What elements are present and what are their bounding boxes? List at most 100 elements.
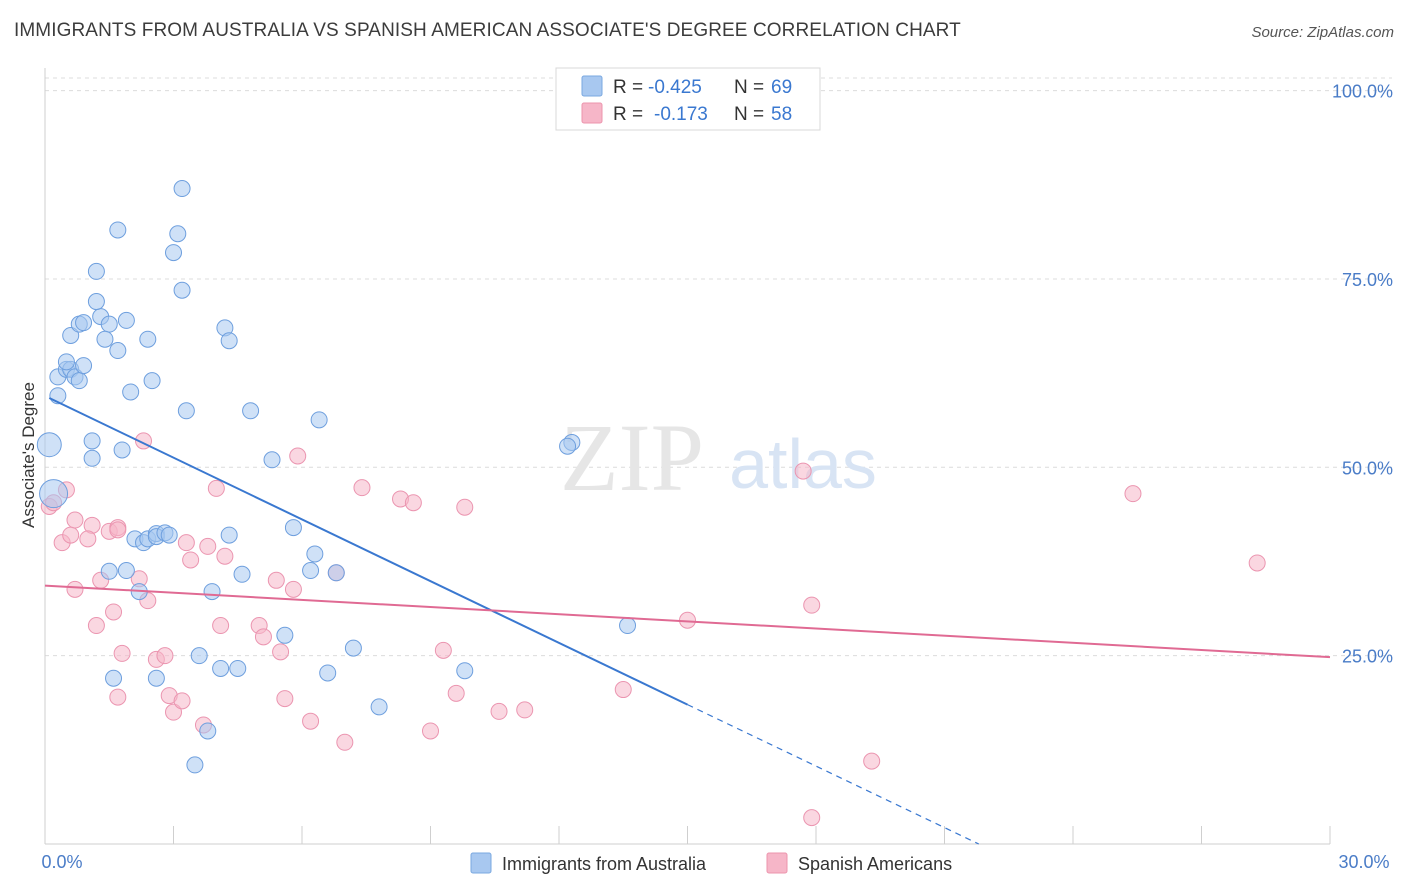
y-tick-labels: 100.0% 75.0% 50.0% 25.0% <box>1332 82 1393 667</box>
blue-point <box>186 756 204 774</box>
pink-point <box>156 647 174 665</box>
pink-trend-line <box>44 584 1331 659</box>
pink-point <box>87 617 105 635</box>
pink-point <box>276 690 294 708</box>
pink-point <box>404 494 422 512</box>
blue-point <box>173 281 191 299</box>
pink-point <box>199 537 217 555</box>
legend-swatch-spanish <box>766 852 788 874</box>
chart-title: IMMIGRANTS FROM AUSTRALIA VS SPANISH AME… <box>14 20 961 41</box>
blue-point <box>344 639 362 657</box>
pink-point <box>1124 485 1142 503</box>
blue-point <box>117 562 135 580</box>
blue-point <box>190 647 208 665</box>
legend-label-spanish: Spanish Americans <box>798 854 952 874</box>
pink-r-value: -0.173 <box>654 104 708 125</box>
blue-r-value: -0.425 <box>648 77 702 98</box>
blue-point <box>70 372 88 390</box>
pink-point <box>336 733 354 751</box>
blue-point <box>109 221 127 239</box>
blue-point <box>39 479 69 509</box>
pink-point <box>289 447 307 465</box>
blue-point <box>147 669 165 687</box>
pink-point <box>794 462 812 480</box>
pink-point <box>803 809 821 827</box>
blue-series-points <box>36 180 637 774</box>
watermark: ZIP atlas <box>560 404 877 511</box>
pink-point <box>434 641 452 659</box>
blue-point <box>220 526 238 544</box>
y-axis-label: Associate's Degree <box>19 382 38 528</box>
pink-n-value: 58 <box>771 104 792 125</box>
blue-point <box>276 626 294 644</box>
blue-point <box>327 564 345 582</box>
pink-point <box>614 681 632 699</box>
pink-point <box>353 479 371 497</box>
blue-r-label: R = <box>613 77 643 98</box>
blue-point <box>220 332 238 350</box>
watermark-zip: ZIP <box>560 404 704 511</box>
blue-point <box>619 617 637 635</box>
blue-point <box>284 519 302 537</box>
blue-point <box>100 315 118 333</box>
pink-r-label: R = <box>613 104 643 125</box>
pink-point <box>182 551 200 569</box>
blue-point <box>173 180 191 198</box>
pink-point <box>284 580 302 598</box>
pink-point <box>165 703 182 721</box>
pink-point <box>212 617 230 635</box>
blue-point <box>122 383 140 401</box>
blue-point <box>169 225 187 243</box>
blue-point <box>319 664 337 682</box>
blue-point <box>139 330 157 348</box>
blue-point <box>233 565 251 583</box>
pink-point <box>113 644 131 662</box>
source-label: Source: ZipAtlas.com <box>1251 24 1394 41</box>
blue-point <box>203 583 221 601</box>
blue-point <box>559 437 577 455</box>
legend-label-australia: Immigrants from Australia <box>502 854 707 874</box>
pink-point <box>422 722 439 740</box>
blue-point <box>75 314 93 332</box>
pink-point <box>216 547 234 565</box>
blue-point <box>306 545 324 563</box>
blue-point <box>36 432 62 458</box>
pink-point <box>177 534 195 552</box>
blue-point <box>302 562 320 580</box>
blue-point <box>229 659 247 677</box>
pink-point <box>79 530 97 548</box>
blue-point <box>370 698 388 716</box>
blue-point <box>310 411 328 429</box>
blue-point <box>57 353 75 371</box>
pink-point <box>207 479 225 497</box>
pink-point <box>66 580 84 598</box>
series-legend: Immigrants from Australia Spanish Americ… <box>470 852 952 874</box>
blue-point <box>87 293 105 311</box>
pink-point <box>447 684 465 702</box>
blue-point <box>75 357 93 375</box>
blue-point <box>199 722 217 740</box>
pink-swatch <box>581 102 603 124</box>
pink-point <box>66 511 84 529</box>
pink-point <box>1248 554 1266 572</box>
pink-point <box>863 752 881 770</box>
pink-point <box>456 498 474 516</box>
blue-point <box>456 662 474 680</box>
blue-point <box>83 432 101 450</box>
legend-swatch-australia <box>470 852 492 874</box>
blue-point <box>177 402 195 420</box>
blue-point <box>212 659 230 677</box>
blue-point <box>87 262 105 280</box>
pink-point <box>109 521 127 539</box>
blue-n-label: N = <box>734 77 764 98</box>
pink-point <box>516 701 534 719</box>
blue-trend-extension <box>687 704 980 845</box>
pink-point <box>267 571 285 589</box>
y-tick-label: 75.0% <box>1342 270 1393 290</box>
blue-point <box>160 526 178 544</box>
stats-legend: R = -0.425 N = 69 R = -0.173 N = 58 <box>555 67 821 131</box>
blue-point <box>100 562 118 580</box>
blue-point <box>105 669 123 687</box>
x-tick-label-min: 0.0% <box>41 852 82 872</box>
